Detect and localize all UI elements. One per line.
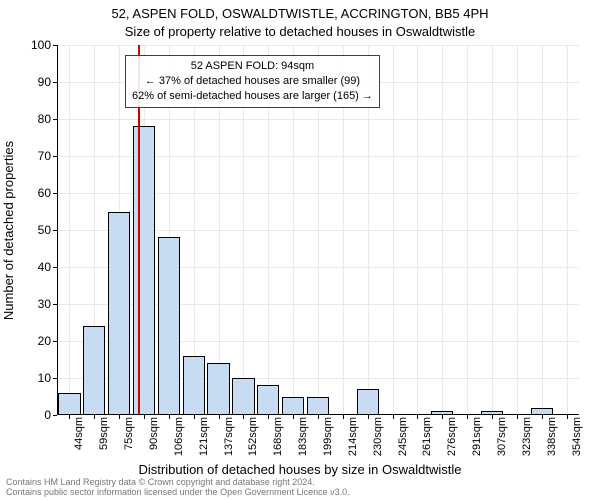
footer-attribution: Contains HM Land Registry data © Crown c… (6, 478, 350, 498)
x-tick-mark (293, 415, 294, 419)
x-tick-label: 137sqm (223, 417, 235, 456)
y-axis-line (57, 45, 58, 415)
x-tick-label: 152sqm (247, 417, 259, 456)
chart-container: 52, ASPEN FOLD, OSWALDTWISTLE, ACCRINGTO… (0, 0, 600, 500)
x-axis-ticks: 44sqm 59sqm 75sqm 90sqm 106sqm 121sqm 137sqm 15… (57, 415, 579, 465)
histogram-bar (257, 385, 279, 415)
y-tick-label: 80 (38, 112, 51, 126)
y-axis-label: Number of detached properties (0, 45, 18, 415)
y-tick-label: 100 (31, 38, 51, 52)
x-tick-mark (219, 415, 220, 419)
x-tick-label: 261sqm (421, 417, 433, 456)
grid-line-v (442, 45, 443, 415)
y-tick-label: 40 (38, 260, 51, 274)
x-tick-mark (169, 415, 170, 419)
histogram-bar (108, 212, 130, 416)
x-tick-label: 230sqm (372, 417, 384, 456)
callout-line-1: 52 ASPEN FOLD: 94sqm (132, 59, 373, 74)
x-tick-label: 199sqm (322, 417, 334, 456)
x-tick-label: 106sqm (173, 417, 185, 456)
x-tick-label: 354sqm (571, 417, 583, 456)
x-tick-label: 75sqm (123, 417, 135, 450)
x-tick-mark (393, 415, 394, 419)
x-tick-label: 245sqm (397, 417, 409, 456)
grid-line-v (393, 45, 394, 415)
x-tick-mark (442, 415, 443, 419)
x-tick-mark (94, 415, 95, 419)
x-tick-mark (417, 415, 418, 419)
histogram-bar (207, 363, 229, 415)
x-tick-mark (542, 415, 543, 419)
x-tick-mark (517, 415, 518, 419)
callout-box: 52 ASPEN FOLD: 94sqm ← 37% of detached h… (125, 55, 380, 108)
x-tick-label: 338sqm (546, 417, 558, 456)
y-tick-label: 0 (44, 408, 51, 422)
histogram-bar (232, 378, 254, 415)
x-tick-mark (467, 415, 468, 419)
x-tick-label: 307sqm (496, 417, 508, 456)
y-tick-label: 10 (38, 371, 51, 385)
x-tick-label: 90sqm (148, 417, 160, 450)
y-tick-label: 20 (38, 334, 51, 348)
grid-line-v (467, 45, 468, 415)
grid-line-v (492, 45, 493, 415)
chart-title-sub: Size of property relative to detached ho… (0, 24, 600, 39)
x-tick-mark (243, 415, 244, 419)
callout-line-2: ← 37% of detached houses are smaller (99… (132, 74, 373, 89)
y-tick-label: 70 (38, 149, 51, 163)
x-axis-label: Distribution of detached houses by size … (0, 462, 600, 477)
histogram-bar (58, 393, 80, 415)
x-tick-label: 323sqm (521, 417, 533, 456)
x-tick-mark (144, 415, 145, 419)
histogram-bar (357, 389, 379, 415)
x-tick-label: 291sqm (471, 417, 483, 456)
y-tick-label: 50 (38, 223, 51, 237)
x-tick-mark (567, 415, 568, 419)
x-tick-label: 214sqm (347, 417, 359, 456)
histogram-bar (307, 397, 329, 416)
x-tick-label: 276sqm (446, 417, 458, 456)
x-tick-mark (492, 415, 493, 419)
y-tick-label: 60 (38, 186, 51, 200)
footer-line-2: Contains public sector information licen… (6, 488, 350, 498)
x-tick-label: 168sqm (272, 417, 284, 456)
histogram-bar (83, 326, 105, 415)
grid-line-v (517, 45, 518, 415)
x-tick-mark (268, 415, 269, 419)
x-tick-label: 44sqm (73, 417, 85, 450)
y-axis-ticks: 0102030405060708090100 (23, 45, 53, 415)
grid-line-v (69, 45, 70, 415)
grid-line-v (542, 45, 543, 415)
histogram-bar (133, 126, 155, 415)
x-tick-mark (194, 415, 195, 419)
plot-area: 52 ASPEN FOLD: 94sqm ← 37% of detached h… (57, 45, 579, 415)
histogram-bar (158, 237, 180, 415)
x-tick-label: 121sqm (198, 417, 210, 456)
x-tick-label: 59sqm (98, 417, 110, 450)
grid-line-v (417, 45, 418, 415)
x-tick-mark (69, 415, 70, 419)
x-tick-mark (343, 415, 344, 419)
x-tick-label: 183sqm (297, 417, 309, 456)
y-tick-label: 90 (38, 75, 51, 89)
grid-line-v (567, 45, 568, 415)
chart-title-address: 52, ASPEN FOLD, OSWALDTWISTLE, ACCRINGTO… (0, 6, 600, 21)
callout-line-3: 62% of semi-detached houses are larger (… (132, 89, 373, 104)
y-tick-label: 30 (38, 297, 51, 311)
histogram-bar (183, 356, 205, 415)
x-tick-mark (368, 415, 369, 419)
histogram-bar (282, 397, 304, 416)
x-tick-mark (119, 415, 120, 419)
x-tick-mark (318, 415, 319, 419)
